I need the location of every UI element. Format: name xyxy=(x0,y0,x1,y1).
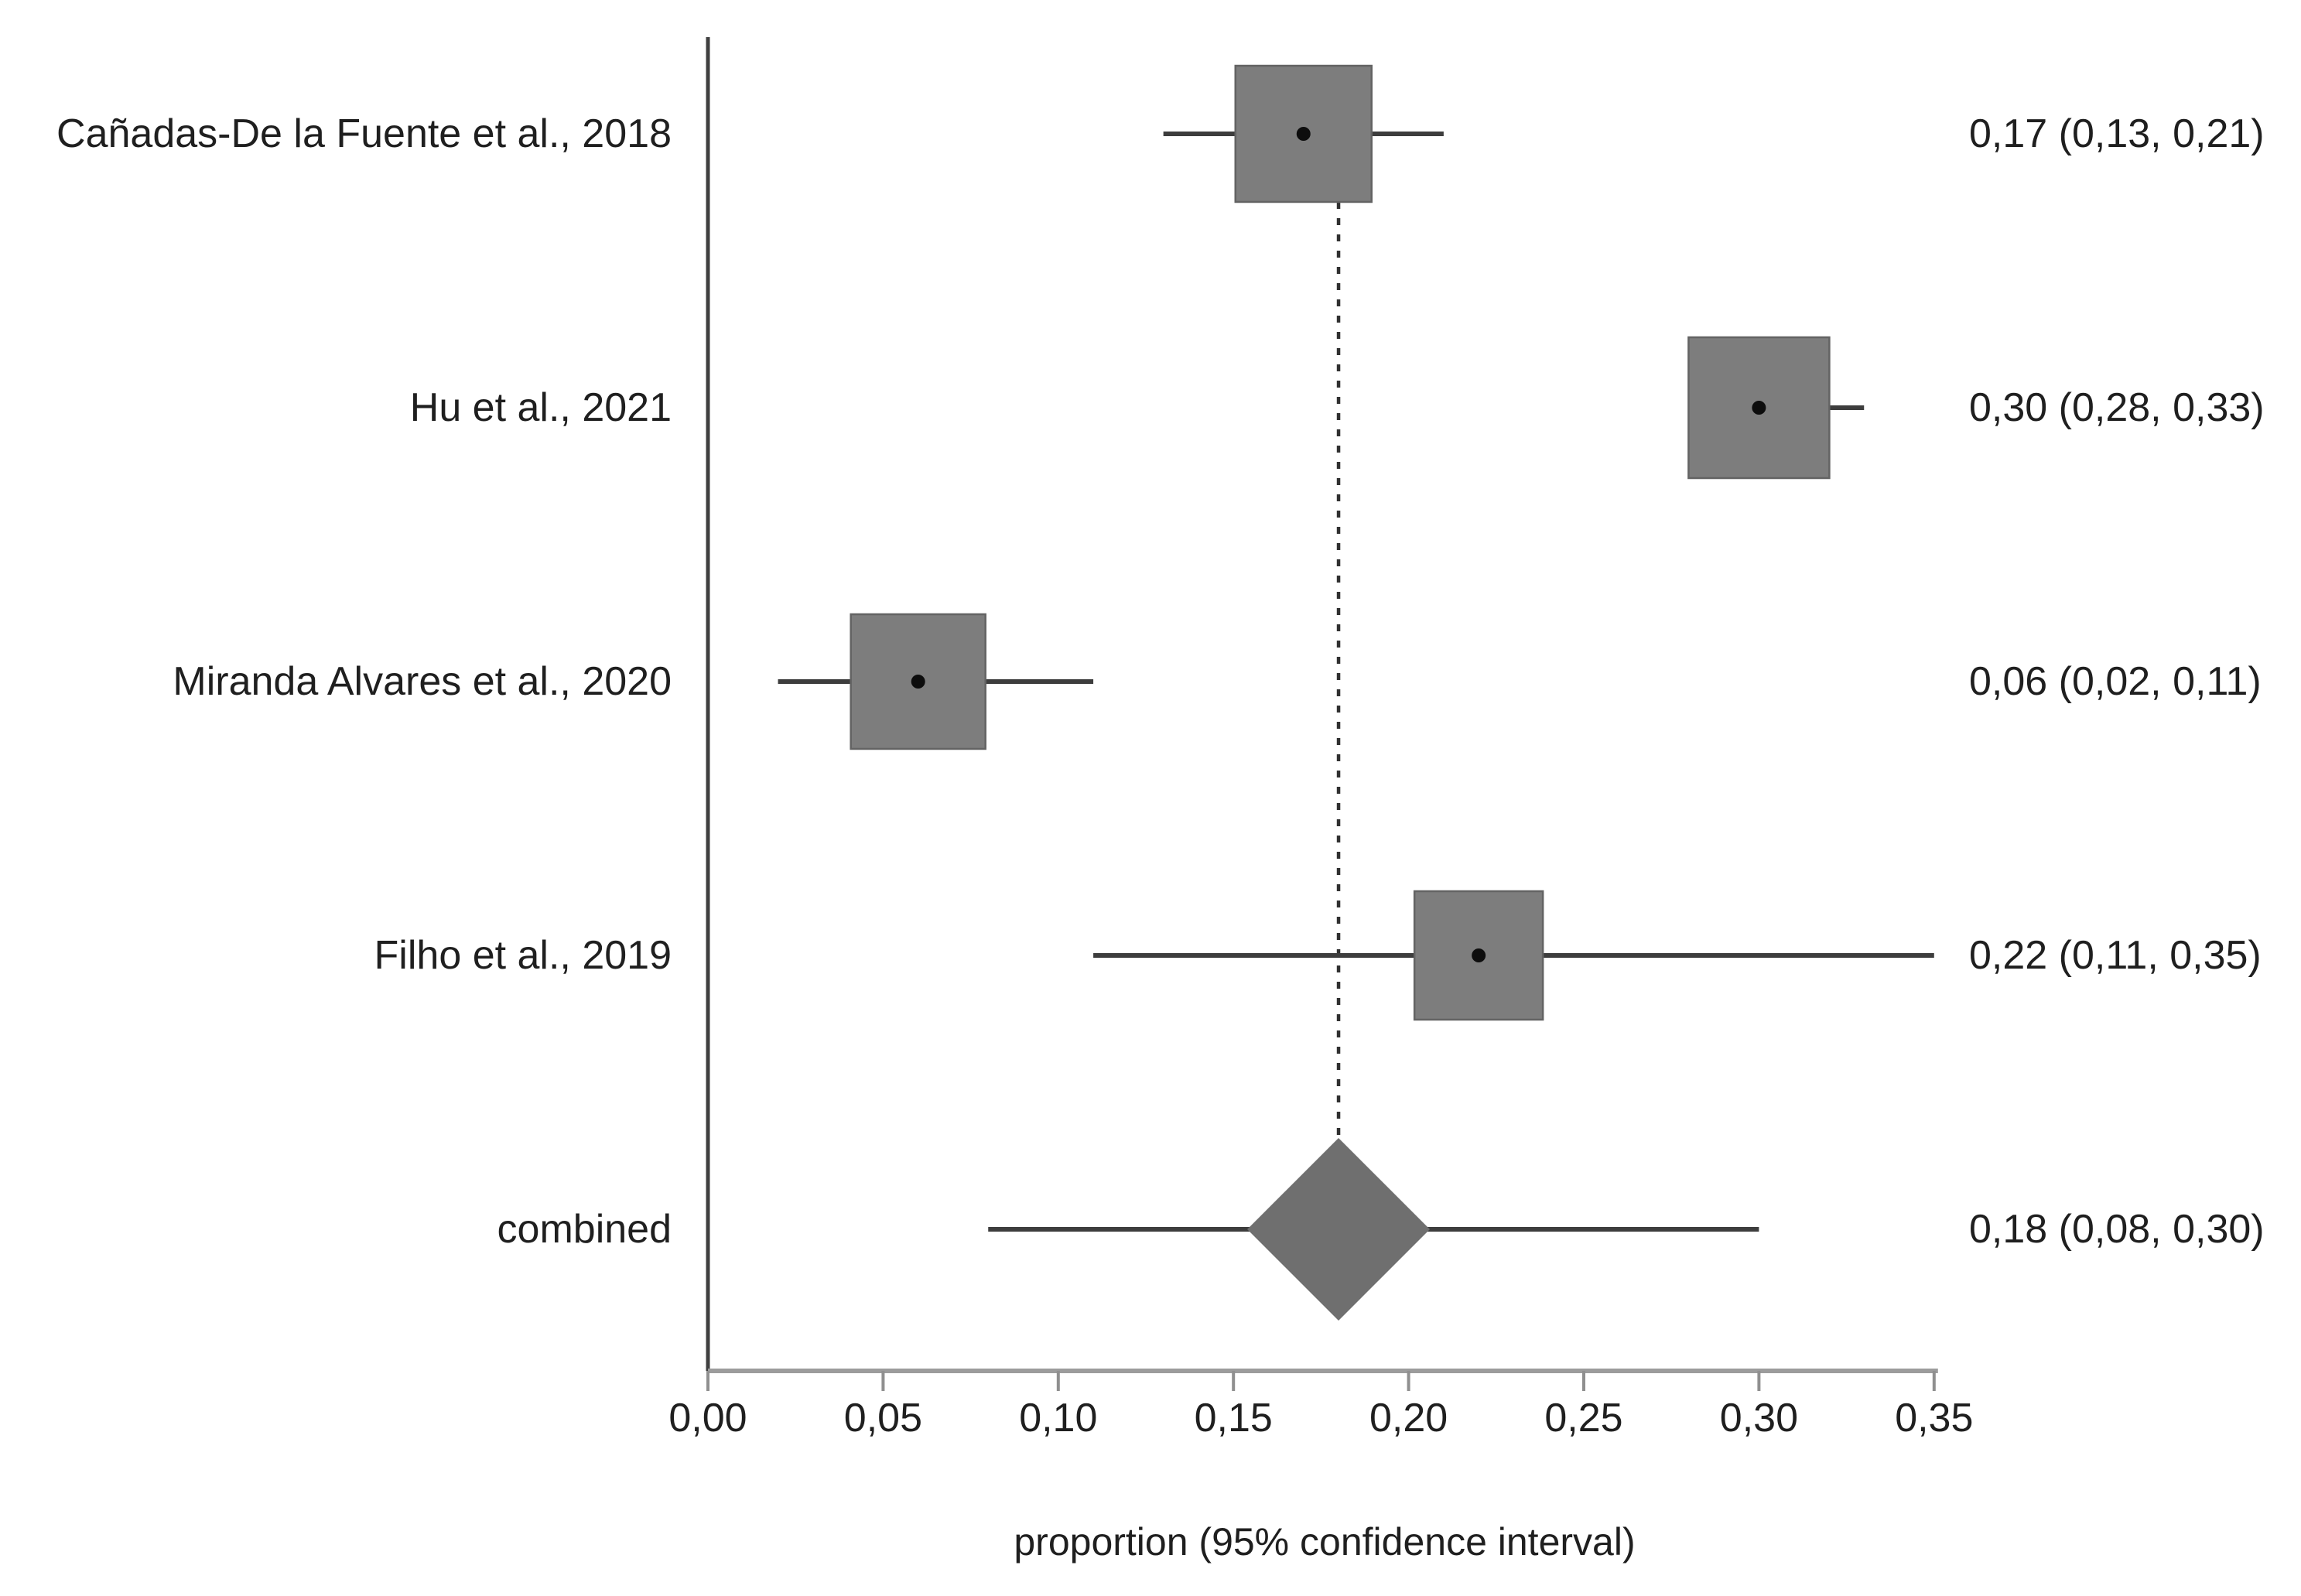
estimate-annotation: 0,17 (0,13, 0,21) xyxy=(1969,111,2265,156)
summary-diamond xyxy=(1247,1138,1431,1321)
point-estimate-dot xyxy=(911,675,925,689)
estimate-annotation: 0,06 (0,02, 0,11) xyxy=(1969,659,2262,704)
point-estimate-dot xyxy=(1472,948,1486,962)
x-axis-tick-label: 0,30 xyxy=(1720,1396,1798,1441)
study-label: Miranda Alvares et al., 2020 xyxy=(173,659,672,704)
estimate-annotation: 0,22 (0,11, 0,35) xyxy=(1969,933,2262,978)
x-axis-tick-label: 0,15 xyxy=(1195,1396,1273,1441)
x-axis-tick-label: 0,25 xyxy=(1544,1396,1622,1441)
x-axis-title: proportion (95% confidence interval) xyxy=(1014,1520,1635,1564)
study-label: Filho et al., 2019 xyxy=(374,933,672,978)
study-label: Cañadas-De la Fuente et al., 2018 xyxy=(56,111,672,156)
x-axis-tick-label: 0,05 xyxy=(844,1396,922,1441)
plot-area: 0,00 0,05 0,10 0,15 0,20 0,25 0,30 0,35 Cañadas-… xyxy=(56,37,2265,1441)
study-label: Hu et al., 2021 xyxy=(410,385,672,430)
point-estimate-dot xyxy=(1296,127,1311,141)
x-axis-tick-label: 0,00 xyxy=(668,1396,747,1441)
estimate-annotation: 0,30 (0,28, 0,33) xyxy=(1969,385,2265,430)
point-estimate-dot xyxy=(1752,401,1766,415)
x-axis-tick-label: 0,35 xyxy=(1895,1396,1973,1441)
study-label: combined xyxy=(497,1207,672,1252)
estimate-annotation: 0,18 (0,08, 0,30) xyxy=(1969,1207,2265,1252)
x-axis-tick-label: 0,10 xyxy=(1019,1396,1097,1441)
x-axis-tick-label: 0,20 xyxy=(1369,1396,1448,1441)
